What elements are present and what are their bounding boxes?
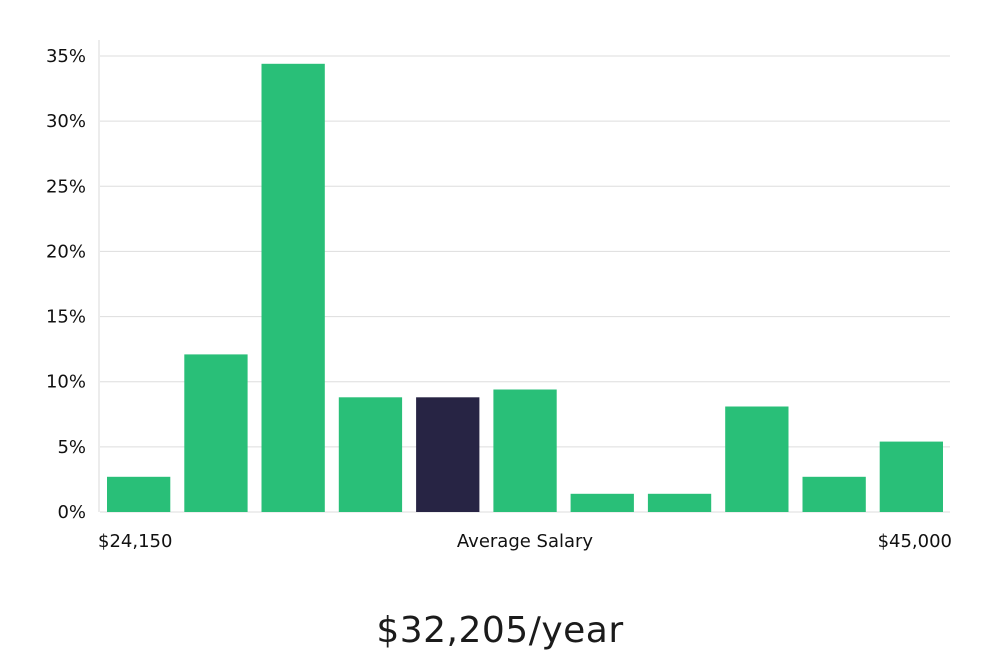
x-label-max-salary: $45,000 bbox=[878, 531, 952, 552]
y-tick-label: 5% bbox=[57, 437, 86, 458]
y-tick-label: 10% bbox=[46, 372, 86, 393]
highlight-bar-average bbox=[416, 397, 480, 512]
y-tick-label: 25% bbox=[46, 176, 86, 197]
y-tick-label: 0% bbox=[57, 502, 86, 523]
x-label-min-salary: $24,150 bbox=[98, 531, 172, 552]
histogram-bars bbox=[107, 63, 943, 513]
histogram-bar bbox=[493, 389, 557, 512]
histogram-bar bbox=[107, 476, 171, 512]
histogram-bar bbox=[570, 493, 634, 512]
y-tick-label: 15% bbox=[46, 307, 86, 328]
histogram-bar bbox=[338, 397, 403, 512]
histogram-bar bbox=[879, 441, 943, 512]
x-label-average-salary: Average Salary bbox=[457, 531, 594, 552]
histogram-bar bbox=[647, 493, 712, 512]
y-tick-label: 30% bbox=[46, 111, 86, 132]
histogram-bar bbox=[802, 476, 866, 512]
histogram-bar bbox=[261, 63, 325, 513]
y-tick-label: 35% bbox=[46, 46, 86, 67]
salary-histogram: 0% 5% 10% 15% 20% 25% 30% 35% $24,150 Average S… bbox=[46, 40, 952, 552]
histogram-bar bbox=[184, 354, 248, 512]
average-salary-value: $32,205/year bbox=[376, 610, 624, 651]
y-tick-label: 20% bbox=[46, 241, 86, 262]
y-axis-ticks: 0% 5% 10% 15% 20% 25% 30% 35% bbox=[46, 46, 86, 523]
histogram-bar bbox=[725, 406, 789, 512]
